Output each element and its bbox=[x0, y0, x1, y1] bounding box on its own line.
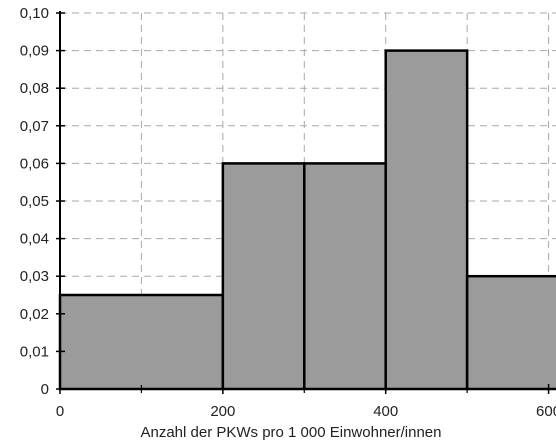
histogram-bars bbox=[58, 49, 556, 391]
y-tick-label: 0,06 bbox=[20, 155, 49, 172]
y-tick-label: 0,10 bbox=[20, 5, 49, 22]
x-tick-label: 400 bbox=[373, 403, 398, 420]
y-tick-label: 0,09 bbox=[20, 43, 49, 60]
y-tick-label: 0,02 bbox=[20, 306, 49, 323]
y-tick-label: 0,05 bbox=[20, 193, 49, 210]
x-axis-ticks: 0 200 400 600 bbox=[56, 384, 556, 420]
x-tick-label: 600 bbox=[536, 403, 556, 420]
y-tick-label: 0 bbox=[41, 381, 49, 398]
y-tick-label: 0,01 bbox=[20, 343, 49, 360]
histogram-bar bbox=[384, 49, 469, 391]
y-tick-label: 0,03 bbox=[20, 268, 49, 285]
x-axis-title: Anzahl der PKWs pro 1 000 Einwohner/inne… bbox=[140, 424, 441, 441]
histogram-bar bbox=[303, 162, 387, 391]
axes bbox=[59, 11, 556, 390]
y-tick-label: 0,08 bbox=[20, 80, 49, 97]
y-tick-label: 0,07 bbox=[20, 118, 49, 135]
y-axis-ticks: 0 0,01 0,02 0,03 0,04 0,05 0,06 0,07 0,08 0,09 0,1… bbox=[20, 5, 65, 398]
x-tick-label: 200 bbox=[210, 403, 235, 420]
histogram-bar bbox=[465, 274, 556, 391]
histogram-bar bbox=[58, 293, 225, 391]
x-tick-label: 0 bbox=[56, 403, 64, 420]
y-tick-label: 0,04 bbox=[20, 231, 49, 248]
histogram-bar bbox=[221, 162, 306, 391]
